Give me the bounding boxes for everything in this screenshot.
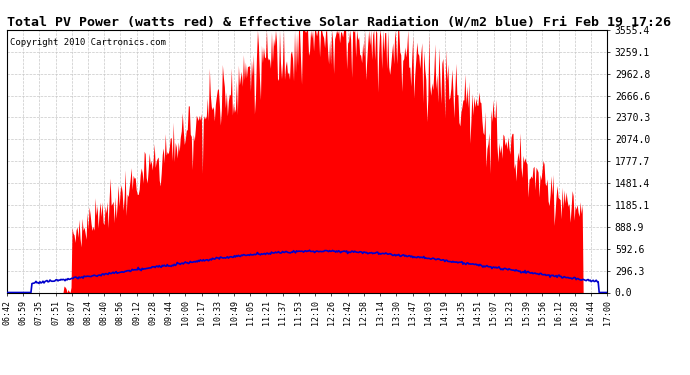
Text: Copyright 2010 Cartronics.com: Copyright 2010 Cartronics.com [10,38,166,47]
Text: Total PV Power (watts red) & Effective Solar Radiation (W/m2 blue) Fri Feb 19 17: Total PV Power (watts red) & Effective S… [7,16,671,29]
